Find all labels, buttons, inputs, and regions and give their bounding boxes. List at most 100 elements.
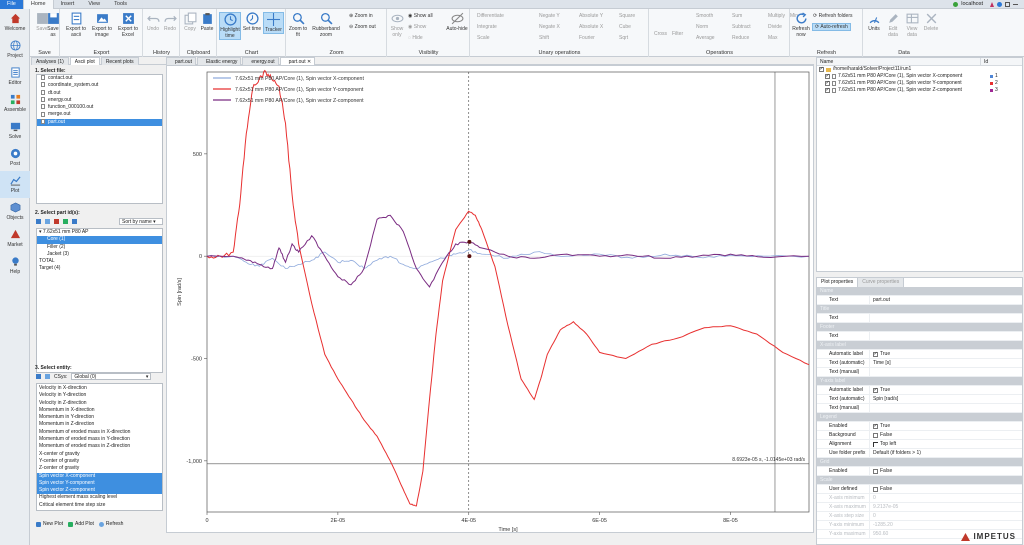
property-checkbox[interactable]: [873, 422, 878, 431]
property-row[interactable]: Automatic label True: [817, 350, 1022, 359]
part-item[interactable]: Target (4): [37, 265, 162, 272]
menu-home[interactable]: Home: [22, 0, 54, 9]
property-value[interactable]: True: [869, 350, 1022, 359]
property-checkbox[interactable]: [873, 386, 878, 395]
filter-red-icon[interactable]: [54, 219, 59, 224]
expand-icon[interactable]: [36, 219, 41, 224]
max-button[interactable]: Max: [768, 35, 778, 41]
sidebar-item-project[interactable]: Project: [0, 36, 30, 63]
average-button[interactable]: Average: [696, 35, 715, 41]
help-icon[interactable]: [997, 2, 1002, 7]
property-value[interactable]: [869, 368, 1022, 376]
root-checkbox[interactable]: [819, 66, 824, 73]
save-as-button[interactable]: Save as: [46, 12, 60, 38]
property-row[interactable]: X-axis minimum 0: [817, 494, 1022, 503]
entity-item[interactable]: Spin vector X-component: [37, 472, 162, 480]
sidebar-item-market[interactable]: Market: [0, 225, 30, 252]
property-value[interactable]: [869, 332, 1022, 340]
entity-item[interactable]: Momentum of eroded mass in Y-direction: [37, 436, 162, 443]
file-item[interactable]: part.out: [37, 118, 162, 127]
absolute-x-button[interactable]: Absolute X: [579, 24, 604, 30]
undo-button[interactable]: Undo: [145, 12, 161, 32]
tab-ascii-plot[interactable]: Ascii plot: [69, 57, 100, 65]
hide-button[interactable]: ◌ Hide: [408, 35, 423, 41]
property-row[interactable]: Text (automatic) Spin [rad/s]: [817, 395, 1022, 404]
highlight-time-button[interactable]: Highlight time: [219, 12, 241, 40]
tab-analyses[interactable]: Analyses (1): [31, 57, 69, 65]
menu-insert[interactable]: Insert: [60, 0, 75, 7]
property-value[interactable]: False: [869, 431, 1022, 439]
property-row[interactable]: Text (manual): [817, 404, 1022, 413]
entity-item[interactable]: Velocity in Y-direction: [37, 392, 162, 399]
entity-item[interactable]: Spin vector Y-component: [37, 479, 162, 488]
entity-item[interactable]: Z-center of gravity: [37, 465, 162, 472]
restore-icon[interactable]: [1005, 2, 1010, 7]
entity-item[interactable]: Momentum in Y-direction: [37, 414, 162, 421]
subtract-button[interactable]: Subtract: [732, 24, 751, 30]
property-value[interactable]: 950.60: [869, 530, 1022, 538]
refresh-folders-button[interactable]: ⟳ Refresh folders: [813, 13, 853, 19]
close-tab-icon[interactable]: ✕: [307, 59, 312, 65]
scale-button[interactable]: Scale: [477, 35, 490, 41]
line-chart[interactable]: 500 0 -500 -1,000 0 2E-05 4E-05 6E-05 8E-05 Time …: [167, 66, 815, 534]
units-button[interactable]: Units: [865, 12, 883, 32]
property-value[interactable]: part.out: [869, 296, 1022, 304]
file-item[interactable]: contact.out: [37, 75, 162, 82]
menu-view[interactable]: View: [88, 0, 101, 7]
alert-icon[interactable]: [990, 2, 994, 7]
property-row[interactable]: Alignment Top left: [817, 440, 1022, 449]
export-image-button[interactable]: Export to image: [90, 12, 114, 38]
file-item[interactable]: energy.out: [37, 97, 162, 104]
curve-entry[interactable]: 7.62x51 mm P80 AP/Core (1), Spin vector …: [817, 80, 1022, 87]
property-row[interactable]: Y-axis maximum 950.60: [817, 530, 1022, 539]
sqrt-button[interactable]: Sqrt: [619, 35, 629, 41]
save-button[interactable]: Save: [32, 12, 52, 32]
tab-recent-plots[interactable]: Recent plots: [100, 57, 139, 65]
property-row[interactable]: Use folder prefix Default (if folders > 1…: [817, 449, 1022, 458]
property-checkbox[interactable]: [873, 350, 878, 359]
property-row[interactable]: Y-axis minimum -1285.20: [817, 521, 1022, 530]
property-value[interactable]: [869, 314, 1022, 322]
property-checkbox[interactable]: [873, 468, 878, 474]
curve-checkbox[interactable]: [825, 87, 830, 94]
sidebar-item-solve[interactable]: Solve: [0, 117, 30, 144]
tab-energy-out[interactable]: energy.out: [242, 57, 279, 65]
property-value[interactable]: Spin [rad/s]: [869, 395, 1022, 403]
integrate-button[interactable]: Integrate: [477, 24, 497, 30]
set-time-button[interactable]: Set time: [242, 12, 262, 32]
part-list[interactable]: ▾ 7.62x51 mm P80 AP Core (1) Filler (2) Jac…: [36, 228, 163, 373]
collapse-icon[interactable]: [45, 219, 50, 224]
property-value[interactable]: Time [s]: [869, 359, 1022, 367]
property-row[interactable]: Text (manual): [817, 368, 1022, 377]
sidebar-item-assemble[interactable]: Assemble: [0, 90, 30, 117]
sidebar-item-plot[interactable]: Plot: [0, 171, 30, 198]
property-value[interactable]: Default (if folders > 1): [869, 449, 1022, 457]
curve-checkbox[interactable]: [825, 80, 830, 87]
chevron-down-icon[interactable]: ▾: [39, 229, 43, 235]
entity-item[interactable]: Momentum in Z-direction: [37, 421, 162, 428]
property-value[interactable]: False: [869, 467, 1022, 475]
add-plot-button[interactable]: Add Plot: [68, 521, 94, 527]
reduce-button[interactable]: Reduce: [732, 35, 750, 41]
zoom-out-button[interactable]: ⊖ Zoom out: [349, 24, 376, 30]
entity-expand-icon[interactable]: [36, 374, 41, 379]
cube-button[interactable]: Cube: [619, 24, 631, 30]
zoom-to-fit-button[interactable]: Zoom to fit: [288, 12, 308, 38]
tab-part-out-2[interactable]: part.out ✕: [279, 57, 316, 65]
sidebar-item-welcome[interactable]: Welcome: [0, 9, 30, 36]
multiply-button[interactable]: Multiply: [768, 13, 785, 19]
rubberband-zoom-button[interactable]: Rubberband zoom: [309, 12, 343, 38]
show-button[interactable]: ◉ Show: [408, 24, 427, 30]
property-row[interactable]: Enabled True: [817, 422, 1022, 431]
sidebar-item-objects[interactable]: Objects: [0, 198, 30, 225]
filter-blue-icon[interactable]: [72, 219, 77, 224]
export-excel-button[interactable]: Export to Excel: [116, 12, 140, 38]
filter-button[interactable]: Filter: [672, 31, 684, 37]
entity-item[interactable]: Velocity in X-direction: [37, 385, 162, 392]
property-value[interactable]: True: [869, 386, 1022, 395]
sidebar-item-post[interactable]: Post: [0, 144, 30, 171]
property-row[interactable]: Automatic label True: [817, 386, 1022, 395]
part-item[interactable]: ▾ 7.62x51 mm P80 AP: [37, 229, 162, 236]
property-row[interactable]: User defined False: [817, 485, 1022, 494]
property-value[interactable]: Top left: [869, 440, 1022, 448]
